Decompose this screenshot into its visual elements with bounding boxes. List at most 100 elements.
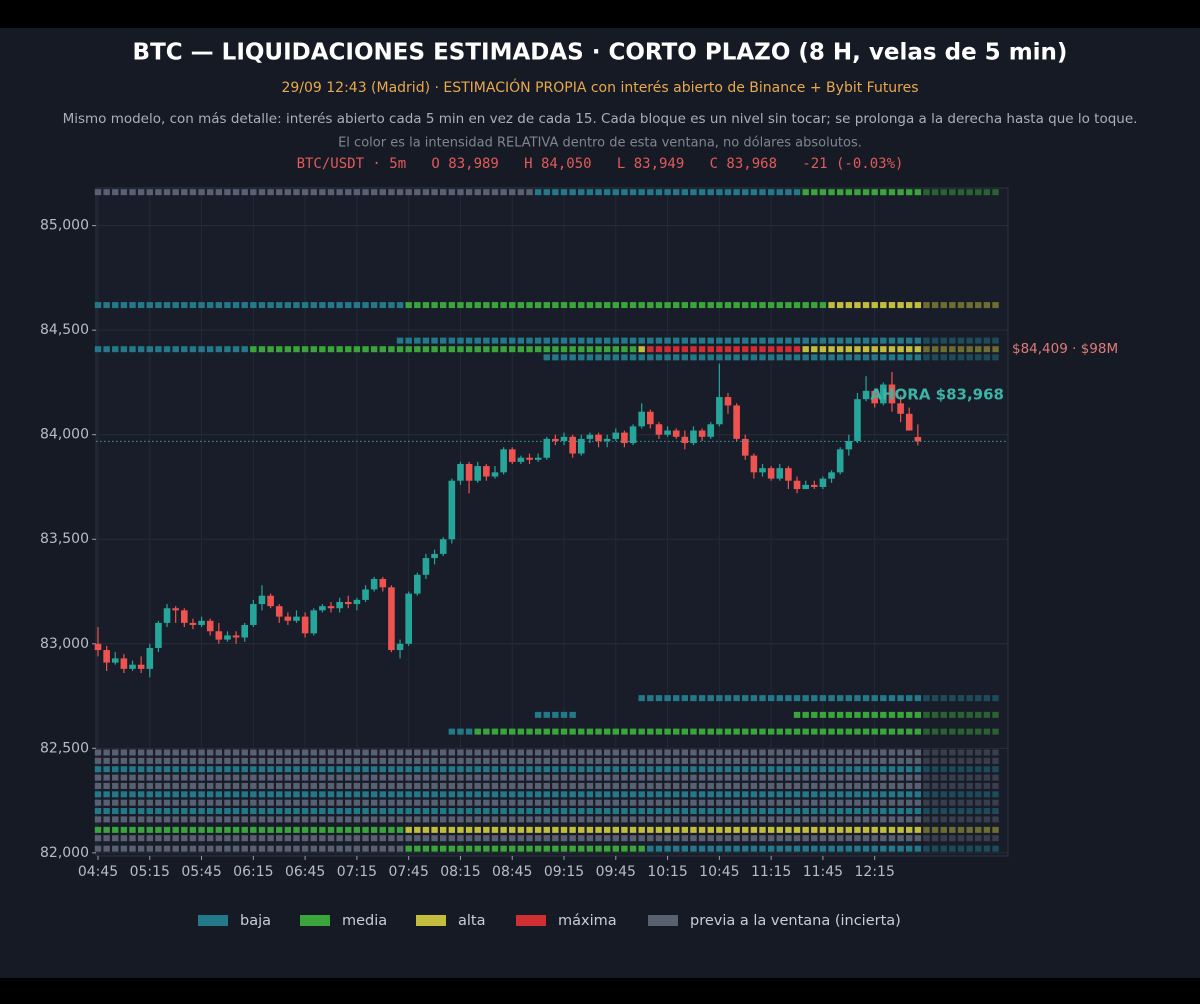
candle-body [215, 631, 223, 640]
liquidation-block [457, 766, 464, 773]
liquidation-block [362, 826, 369, 833]
liquidation-block [284, 766, 292, 773]
liquidation-block [664, 774, 671, 781]
liquidation-block [724, 337, 732, 344]
liquidation-block-projection [957, 695, 965, 702]
liquidation-block [603, 189, 611, 196]
liquidation-block [724, 816, 732, 823]
liquidation-block [871, 302, 878, 309]
liquidation-block-projection [923, 826, 930, 833]
liquidation-block [681, 782, 689, 789]
liquidation-block-projection [940, 302, 947, 309]
candle-body [111, 658, 119, 663]
liquidation-block [483, 346, 490, 353]
liquidation-block [241, 791, 248, 798]
liquidation-block [750, 766, 758, 773]
liquidation-block [742, 749, 749, 756]
liquidation-block-projection [966, 711, 973, 718]
liquidation-block [526, 766, 533, 773]
liquidation-block [336, 302, 343, 309]
liquidation-block [845, 816, 853, 823]
liquidation-block [206, 808, 214, 815]
liquidation-block [742, 766, 749, 773]
liquidation-block-projection [949, 189, 956, 196]
liquidation-block-projection [983, 782, 991, 789]
liquidation-block [327, 826, 335, 833]
liquidation-block [854, 816, 861, 823]
liquidation-block [491, 782, 499, 789]
liquidation-block [560, 791, 568, 798]
liquidation-block [448, 757, 456, 764]
liquidation-block [742, 189, 749, 196]
liquidation-block [198, 799, 205, 806]
liquidation-block [793, 749, 801, 756]
liquidation-block [414, 816, 421, 823]
liquidation-block [603, 782, 611, 789]
liquidation-block-projection [940, 808, 947, 815]
liquidation-block [742, 757, 749, 764]
liquidation-block [431, 845, 438, 852]
liquidation-block [241, 835, 248, 842]
liquidation-block [396, 799, 404, 806]
candle-body [603, 438, 611, 441]
liquidation-block [422, 337, 430, 344]
liquidation-block [431, 826, 438, 833]
liquidation-block [172, 799, 179, 806]
liquidation-block [698, 791, 706, 798]
liquidation-block [673, 728, 680, 735]
liquidation-block [681, 808, 689, 815]
liquidation-block [845, 835, 853, 842]
liquidation-block [862, 808, 870, 815]
liquidation-block [664, 816, 671, 823]
liquidation-block [897, 774, 904, 781]
liquidation-block [629, 774, 637, 781]
liquidation-block-projection [923, 749, 930, 756]
liquidation-block-projection [983, 302, 991, 309]
liquidation-block [327, 302, 335, 309]
liquidation-block [811, 749, 818, 756]
liquidation-block [578, 826, 585, 833]
liquidation-block [845, 728, 853, 735]
liquidation-block [215, 749, 223, 756]
liquidation-block [353, 302, 361, 309]
liquidation-block [638, 302, 645, 309]
liquidation-block [638, 749, 645, 756]
liquidation-block-projection [975, 749, 982, 756]
liquidation-block [370, 749, 378, 756]
liquidation-block [811, 845, 818, 852]
liquidation-block [129, 189, 136, 196]
candle-body [560, 436, 568, 441]
liquidation-block [638, 766, 645, 773]
liquidation-block [776, 782, 783, 789]
liquidation-block [871, 337, 878, 344]
liquidation-block [681, 354, 689, 361]
liquidation-block [543, 791, 550, 798]
liquidation-block [776, 791, 783, 798]
liquidation-block [836, 757, 844, 764]
liquidation-block [690, 791, 697, 798]
liquidation-block [120, 749, 128, 756]
liquidation-block [103, 791, 110, 798]
liquidation-block [750, 808, 758, 815]
liquidation-block-projection [957, 766, 965, 773]
liquidation-block [198, 302, 205, 309]
liquidation-block [629, 808, 637, 815]
liquidation-block [474, 337, 481, 344]
liquidation-block [560, 728, 568, 735]
liquidation-block-projection [975, 799, 982, 806]
liquidation-block [146, 816, 153, 823]
liquidation-block [742, 728, 749, 735]
liquidation-block [897, 354, 904, 361]
liquidation-block [517, 346, 525, 353]
liquidation-block [155, 302, 162, 309]
candle-body [258, 595, 266, 605]
liquidation-block [172, 749, 179, 756]
candle-body [448, 480, 456, 540]
liquidation-block [793, 354, 801, 361]
liquidation-block [914, 189, 922, 196]
liquidation-block [267, 808, 274, 815]
liquidation-block [811, 757, 818, 764]
liquidation-block [785, 791, 792, 798]
liquidation-block [698, 816, 706, 823]
